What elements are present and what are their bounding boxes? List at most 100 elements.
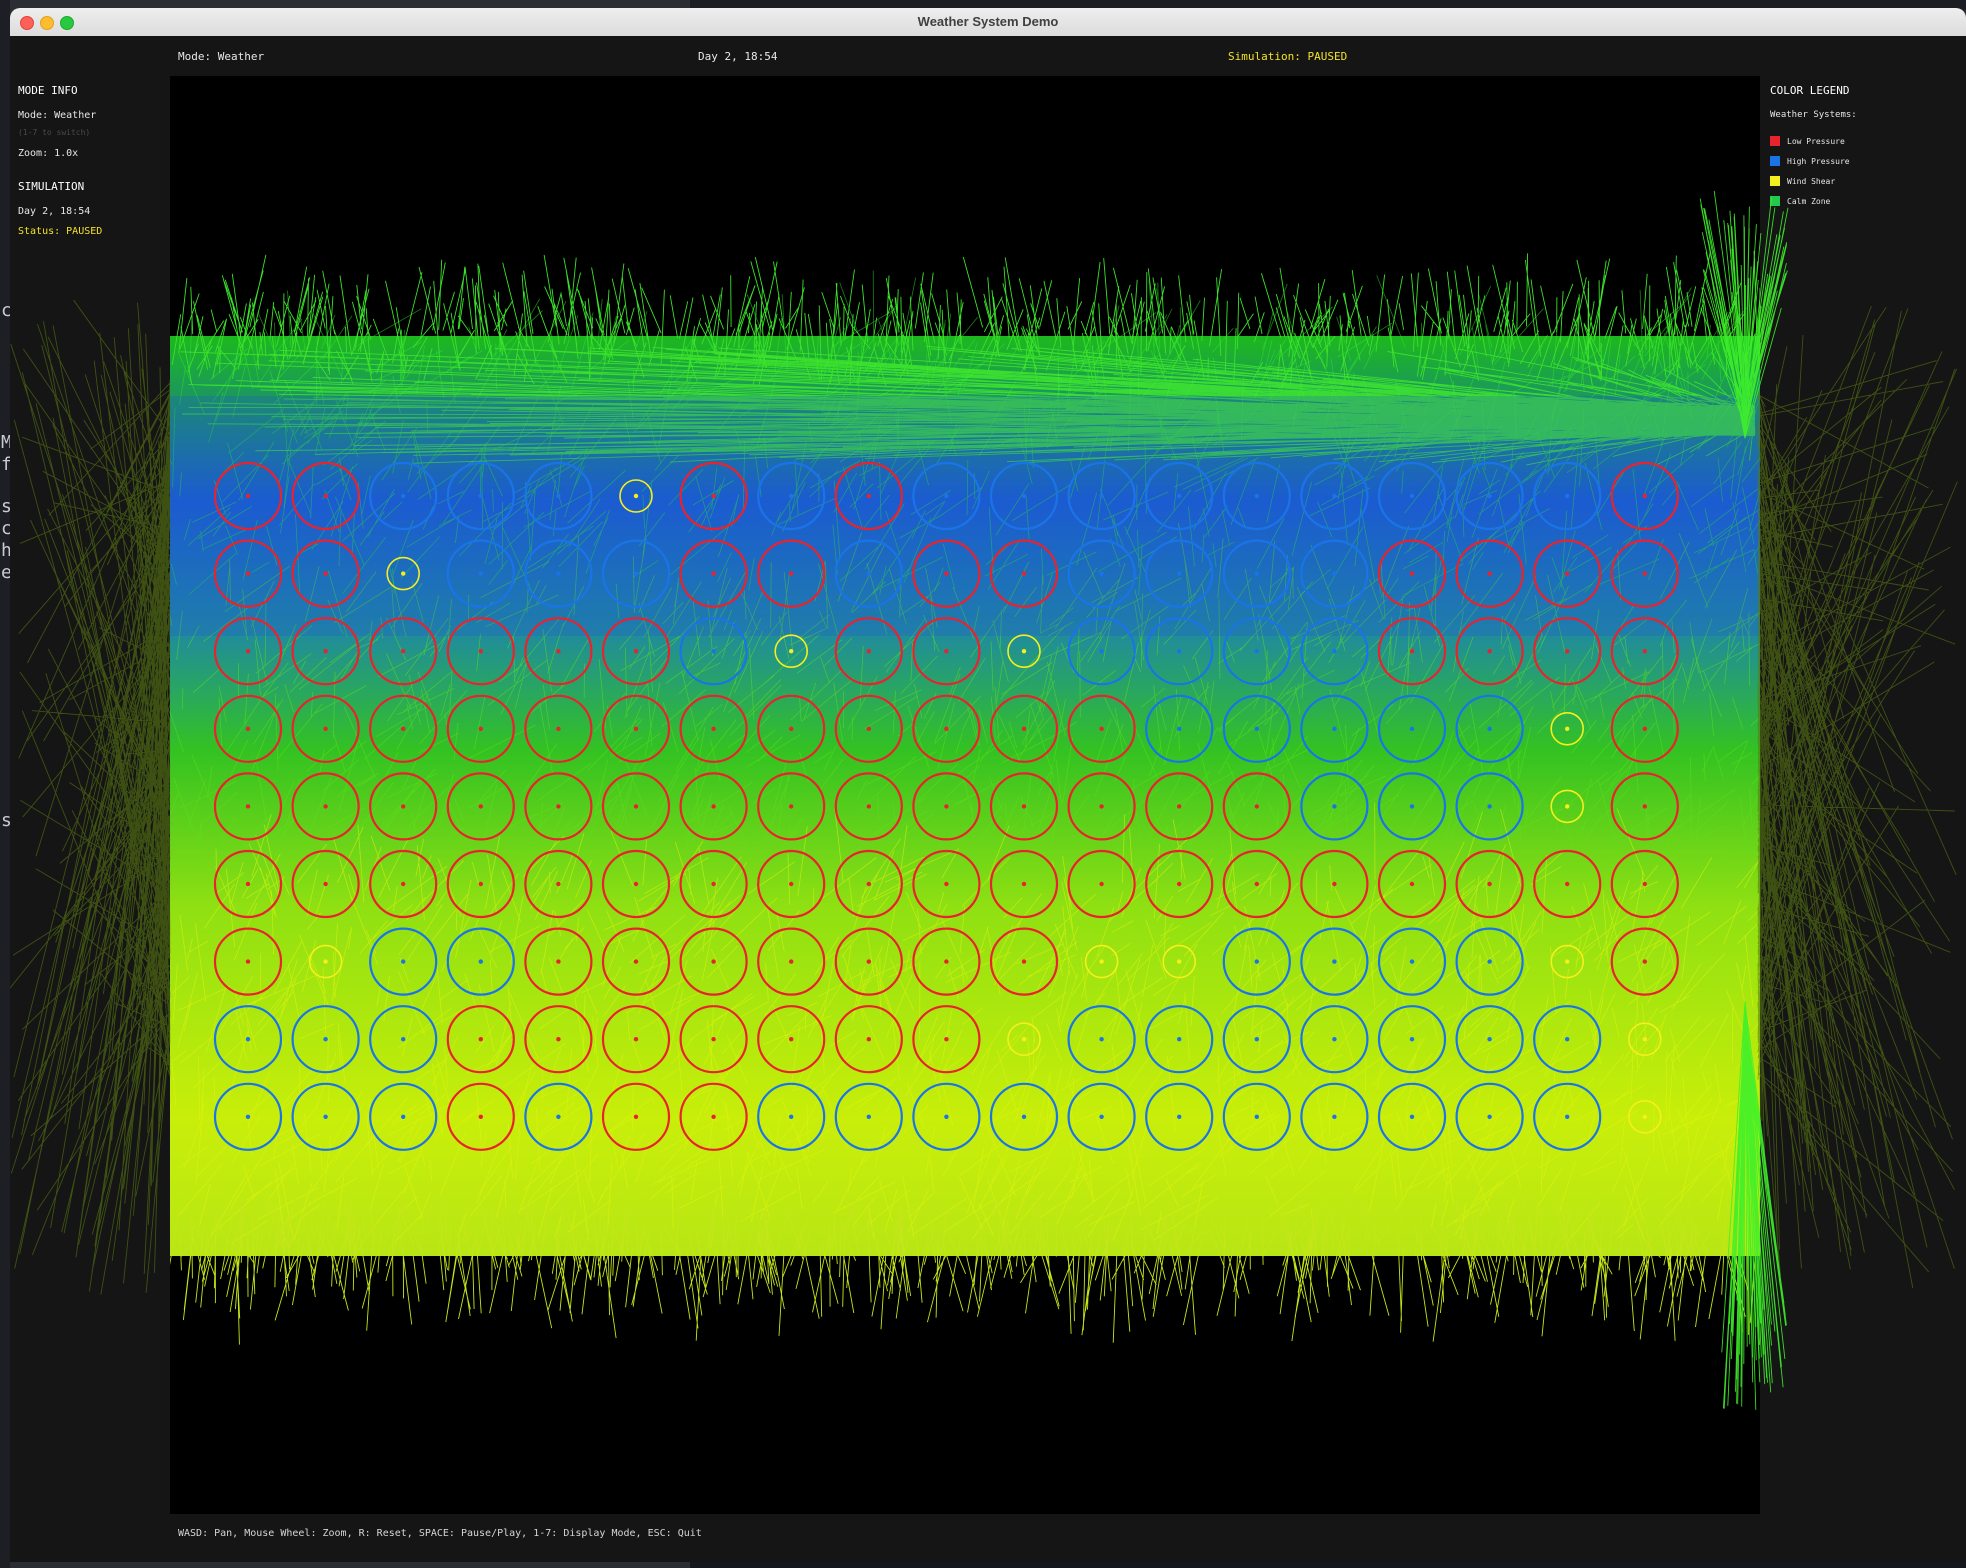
wind-shear-system	[774, 634, 809, 669]
low-pressure-system	[679, 539, 748, 608]
low-pressure-center	[789, 881, 794, 887]
low-pressure-system	[446, 1082, 515, 1151]
minimize-button[interactable]	[40, 16, 54, 30]
low-pressure-system	[291, 617, 360, 686]
low-pressure-center	[1021, 804, 1027, 809]
high-pressure-center	[1487, 1037, 1492, 1042]
low-pressure-center	[1642, 571, 1648, 576]
high-pressure-system	[912, 461, 981, 531]
low-pressure-center	[711, 726, 716, 731]
low-pressure-system	[369, 694, 438, 763]
high-pressure-system	[601, 539, 671, 608]
high-pressure-system	[989, 1082, 1059, 1151]
high-pressure-system	[1067, 1005, 1136, 1074]
low-pressure-system	[834, 1005, 903, 1074]
high-pressure-system	[1067, 539, 1136, 608]
high-pressure-center	[1487, 804, 1492, 809]
low-pressure-center	[944, 726, 949, 731]
low-pressure-center	[633, 1114, 639, 1120]
high-pressure-system	[757, 1082, 826, 1151]
low-pressure-center	[556, 1037, 561, 1042]
high-pressure-center	[1332, 649, 1337, 654]
high-pressure-system	[1300, 927, 1369, 996]
high-pressure-system	[1222, 539, 1291, 608]
weather-canvas[interactable]	[154, 76, 1795, 1526]
low-pressure-center	[1332, 881, 1337, 887]
desktop-text-fragment: c	[1, 300, 12, 321]
low-pressure-center	[1487, 649, 1492, 654]
low-pressure-center	[478, 1114, 483, 1120]
high-pressure-center	[1254, 571, 1260, 576]
keyboard-help: WASD: Pan, Mouse Wheel: Zoom, R: Reset, …	[178, 1528, 702, 1539]
title-bar[interactable]: Weather System Demo	[10, 8, 1966, 37]
high-pressure-system	[1533, 461, 1602, 531]
mode-label: Mode: Weather	[178, 50, 265, 63]
high-pressure-system	[1455, 694, 1524, 763]
high-pressure-center	[401, 959, 406, 964]
low-pressure-system	[524, 617, 593, 686]
low-pressure-center	[1254, 881, 1260, 887]
low-pressure-system	[1610, 461, 1679, 531]
low-pressure-center	[1642, 726, 1648, 731]
close-button[interactable]	[20, 16, 34, 30]
low-pressure-center	[478, 649, 483, 654]
wind-shear-system	[308, 944, 343, 979]
low-pressure-center	[866, 1037, 871, 1042]
low-pressure-system	[1533, 617, 1602, 686]
low-pressure-center	[1642, 959, 1648, 964]
high-pressure-system	[1067, 617, 1136, 686]
low-pressure-system	[834, 617, 903, 686]
desktop-text-fragment: s	[1, 496, 12, 517]
high-pressure-center	[789, 493, 794, 499]
low-pressure-center	[556, 959, 561, 964]
low-pressure-system	[1533, 539, 1602, 608]
high-pressure-system	[524, 1082, 593, 1151]
low-pressure-system	[757, 772, 826, 841]
low-pressure-center	[1099, 726, 1104, 731]
high-pressure-center	[401, 1114, 406, 1120]
low-pressure-system	[757, 927, 826, 996]
low-pressure-system	[601, 849, 671, 919]
zoom-button[interactable]	[60, 16, 74, 30]
high-pressure-system	[1300, 617, 1369, 686]
high-pressure-center	[1409, 1037, 1415, 1042]
low-pressure-center	[1254, 804, 1260, 809]
high-pressure-center	[1409, 726, 1415, 731]
simulation-time: Day 2, 18:54	[18, 206, 91, 217]
high-pressure-center	[1487, 726, 1492, 731]
low-pressure-center	[401, 881, 406, 887]
low-pressure-center	[1177, 804, 1182, 809]
low-pressure-center	[245, 493, 251, 499]
low-pressure-system	[912, 772, 981, 841]
low-pressure-system	[291, 539, 360, 608]
low-pressure-system	[1145, 849, 1214, 919]
desktop-background	[690, 0, 1966, 10]
low-pressure-center	[711, 804, 716, 809]
low-pressure-center	[789, 804, 794, 809]
info-panel: MODE INFO Mode: Weather (1-7 to switch) …	[10, 84, 170, 1514]
low-pressure-center	[1409, 571, 1415, 576]
high-pressure-center	[1332, 493, 1337, 499]
high-pressure-system	[369, 1005, 438, 1074]
low-pressure-center	[711, 1114, 716, 1120]
wind-shear-system	[1628, 1100, 1662, 1134]
low-pressure-system	[679, 849, 748, 919]
low-pressure-system	[757, 849, 826, 919]
wind-shear-center	[633, 493, 639, 499]
simulation-heading: SIMULATION	[18, 180, 85, 193]
low-pressure-system	[989, 772, 1059, 841]
weather-visualization[interactable]	[154, 76, 1795, 1526]
high-pressure-system	[1145, 539, 1214, 608]
high-pressure-center	[245, 1114, 251, 1120]
low-pressure-system	[834, 927, 903, 996]
wind-shear-center	[1642, 1114, 1648, 1120]
low-pressure-system	[601, 694, 671, 763]
high-pressure-center	[1254, 649, 1260, 654]
low-pressure-center	[323, 493, 328, 499]
legend-swatch	[1770, 196, 1780, 206]
high-pressure-system	[1377, 772, 1447, 841]
high-pressure-system	[1145, 694, 1214, 763]
high-pressure-system	[1455, 461, 1524, 531]
high-pressure-system	[1145, 1005, 1214, 1074]
high-pressure-system	[291, 1082, 360, 1151]
